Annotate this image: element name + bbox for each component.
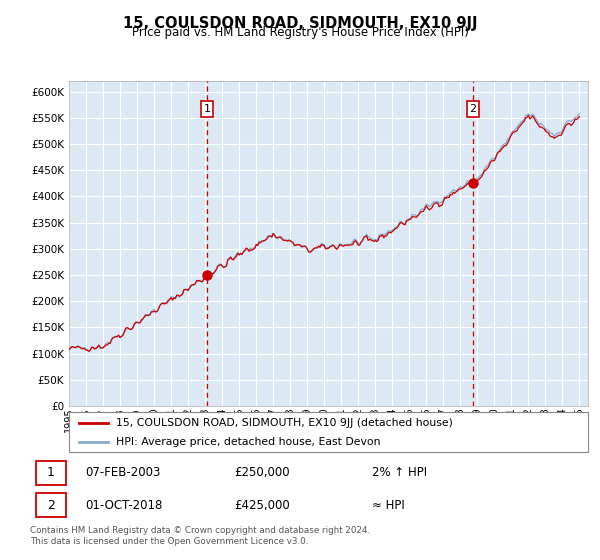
Text: 1: 1 xyxy=(47,466,55,479)
Text: 01-OCT-2018: 01-OCT-2018 xyxy=(85,498,163,512)
Text: 15, COULSDON ROAD, SIDMOUTH, EX10 9JJ: 15, COULSDON ROAD, SIDMOUTH, EX10 9JJ xyxy=(123,16,477,31)
Text: 2: 2 xyxy=(470,104,477,114)
Text: 1: 1 xyxy=(203,104,211,114)
Text: ≈ HPI: ≈ HPI xyxy=(372,498,405,512)
Text: 2: 2 xyxy=(47,498,55,512)
Bar xyxy=(35,461,66,485)
Bar xyxy=(35,493,66,517)
Text: £425,000: £425,000 xyxy=(234,498,290,512)
Text: 15, COULSDON ROAD, SIDMOUTH, EX10 9JJ (detached house): 15, COULSDON ROAD, SIDMOUTH, EX10 9JJ (d… xyxy=(116,418,452,428)
Text: Price paid vs. HM Land Registry's House Price Index (HPI): Price paid vs. HM Land Registry's House … xyxy=(131,26,469,39)
Text: 07-FEB-2003: 07-FEB-2003 xyxy=(85,466,161,479)
Text: £250,000: £250,000 xyxy=(234,466,290,479)
Text: HPI: Average price, detached house, East Devon: HPI: Average price, detached house, East… xyxy=(116,437,380,447)
Text: Contains HM Land Registry data © Crown copyright and database right 2024.
This d: Contains HM Land Registry data © Crown c… xyxy=(30,526,370,546)
Text: 2% ↑ HPI: 2% ↑ HPI xyxy=(372,466,427,479)
